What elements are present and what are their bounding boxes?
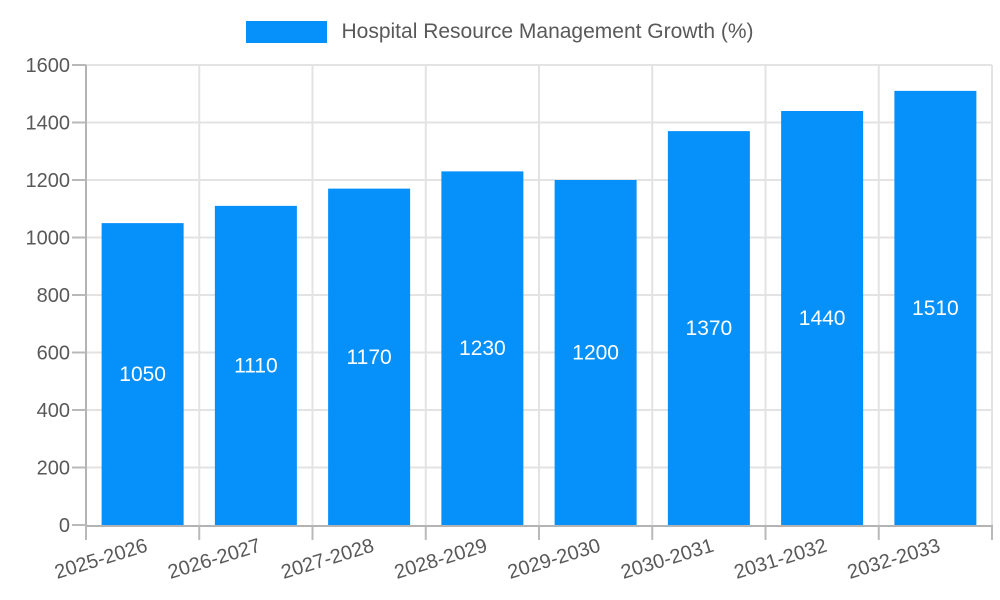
bar-value-label: 1110: [234, 354, 278, 377]
x-axis-category-label: 2031-2032: [732, 535, 830, 584]
bar[interactable]: [328, 188, 411, 525]
bar[interactable]: [554, 180, 637, 525]
bar-value-label: 1200: [572, 342, 619, 365]
x-axis-category-label: 2030-2031: [618, 535, 716, 584]
x-axis-category-label: 2027-2028: [279, 535, 377, 584]
bar-value-label: 1510: [912, 297, 959, 320]
y-axis-tick-label: 1200: [26, 170, 71, 192]
bar-value-label: 1170: [347, 346, 392, 369]
y-axis-tick-label: 600: [37, 343, 70, 365]
y-axis-tick-label: 800: [37, 285, 70, 307]
y-axis-tick-label: 1000: [26, 228, 71, 250]
bar-value-label: 1370: [686, 317, 733, 340]
legend-label: Hospital Resource Management Growth (%): [341, 20, 754, 43]
y-axis-tick-label: 200: [37, 458, 70, 480]
x-axis-category-label: 2029-2030: [505, 535, 603, 584]
bar[interactable]: [894, 90, 977, 525]
bar[interactable]: [101, 223, 184, 525]
bar-value-label: 1440: [799, 307, 846, 330]
x-axis-category-label: 2025-2026: [52, 535, 150, 584]
legend-item[interactable]: Hospital Resource Management Growth (%): [0, 20, 1000, 44]
y-axis-tick-label: 400: [37, 400, 70, 422]
y-axis-tick-label: 0: [59, 515, 70, 537]
bar[interactable]: [667, 131, 750, 525]
bar[interactable]: [781, 111, 864, 525]
x-axis-category-label: 2032-2033: [845, 535, 943, 584]
y-axis-tick-label: 1600: [26, 55, 71, 77]
x-axis-category-label: 2026-2027: [165, 535, 263, 584]
bar-value-label: 1050: [119, 363, 166, 386]
bar-value-label: 1230: [459, 337, 506, 360]
bar[interactable]: [214, 205, 297, 525]
bar[interactable]: [441, 171, 524, 525]
y-axis-tick-label: 1400: [26, 113, 71, 135]
legend-swatch: [246, 21, 328, 43]
x-axis-category-label: 2028-2029: [392, 535, 490, 584]
